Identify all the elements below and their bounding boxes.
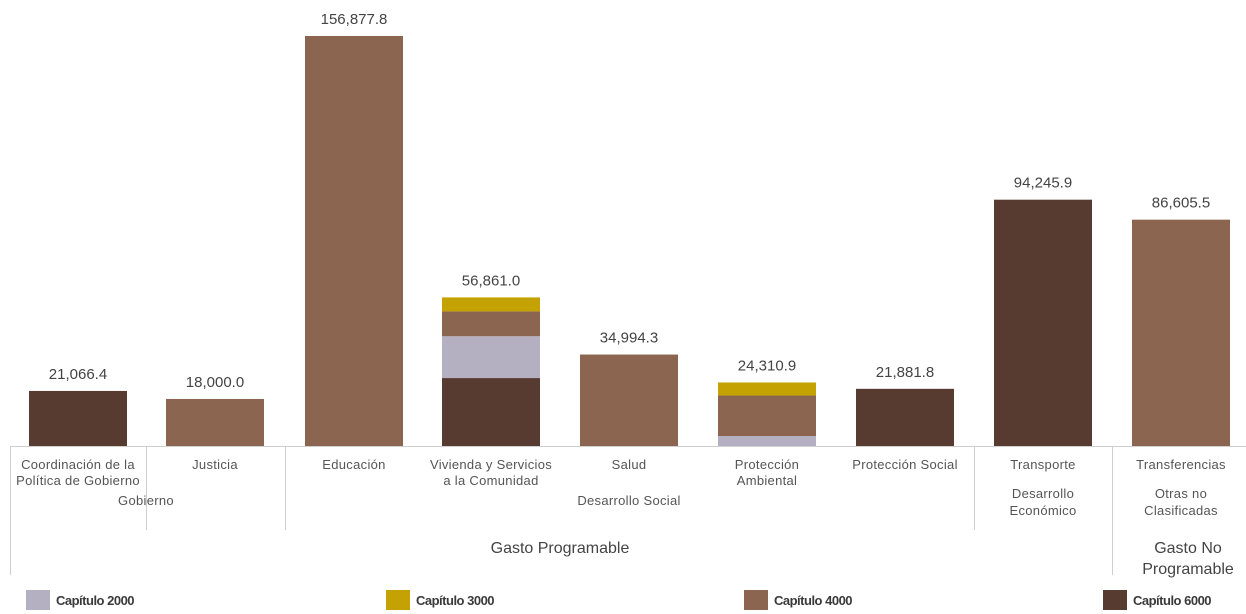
data-label: 34,994.3	[600, 330, 658, 347]
bar-segment-capitulo-4000	[442, 311, 540, 337]
legend-item-capitulo-2000: Capítulo 2000	[26, 590, 135, 610]
data-label: 18,000.0	[186, 374, 244, 391]
bar-segment-capitulo-2000	[442, 336, 540, 379]
category-label: Protección Social	[852, 457, 958, 472]
legend-label: Capítulo 3000	[416, 592, 495, 608]
category-label: Transporte	[1010, 457, 1075, 472]
bar-segment-capitulo-3000	[442, 297, 540, 312]
bar-segment-capitulo-6000	[29, 390, 127, 446]
data-label: 56,861.0	[462, 272, 520, 289]
top-group-label: Gasto No	[1154, 540, 1222, 557]
category-label: Salud	[612, 457, 647, 472]
top-group-label: Gasto Programable	[491, 540, 630, 557]
group-label: Clasificadas	[1144, 503, 1218, 518]
category-label: a la Comunidad	[443, 473, 538, 488]
category-label: Política de Gobierno	[16, 473, 140, 488]
bar-segment-capitulo-3000	[718, 382, 816, 396]
category-label: Coordinación de la	[21, 457, 135, 472]
data-label: 94,245.9	[1014, 175, 1072, 192]
bar-segment-capitulo-2000	[718, 436, 816, 446]
category-label: Protección	[735, 457, 799, 472]
top-group-label: Programable	[1142, 561, 1234, 578]
data-label: 24,310.9	[738, 357, 796, 374]
bar-segment-capitulo-6000	[856, 388, 954, 446]
bar-segment-capitulo-4000	[305, 36, 403, 446]
legend-label: Capítulo 2000	[56, 592, 135, 608]
legend-label: Capítulo 4000	[774, 592, 853, 608]
bar-segment-capitulo-6000	[994, 199, 1092, 446]
category-label: Educación	[322, 457, 385, 472]
group-label: Gobierno	[118, 493, 174, 508]
category-label: Transferencias	[1136, 457, 1226, 472]
legend-swatch	[1103, 590, 1127, 610]
data-label: 21,066.4	[49, 366, 107, 383]
group-label: Económico	[1009, 503, 1076, 518]
data-label: 156,877.8	[321, 11, 388, 28]
bar-segment-capitulo-4000	[580, 354, 678, 446]
category-label: Ambiental	[737, 473, 798, 488]
legend-item-capitulo-6000: Capítulo 6000	[1103, 590, 1212, 610]
legend-swatch	[744, 590, 768, 610]
legend-item-capitulo-3000: Capítulo 3000	[386, 590, 495, 610]
category-label: Vivienda y Servicios	[430, 457, 552, 472]
group-label: Desarrollo	[1012, 486, 1074, 501]
bar-segment-capitulo-4000	[1132, 219, 1230, 446]
bar-segment-capitulo-4000	[166, 398, 264, 446]
legend-item-capitulo-4000: Capítulo 4000	[744, 590, 853, 610]
bar-segment-capitulo-4000	[718, 395, 816, 437]
category-label: Justicia	[192, 457, 238, 472]
data-label: 21,881.8	[876, 364, 934, 381]
legend-swatch	[386, 590, 410, 610]
group-label: Otras no	[1155, 486, 1207, 501]
data-label: 86,605.5	[1152, 195, 1210, 212]
legend-swatch	[26, 590, 50, 610]
bar-segment-capitulo-6000	[442, 378, 540, 446]
group-label: Desarrollo Social	[577, 493, 680, 508]
legend-label: Capítulo 6000	[1133, 592, 1212, 608]
